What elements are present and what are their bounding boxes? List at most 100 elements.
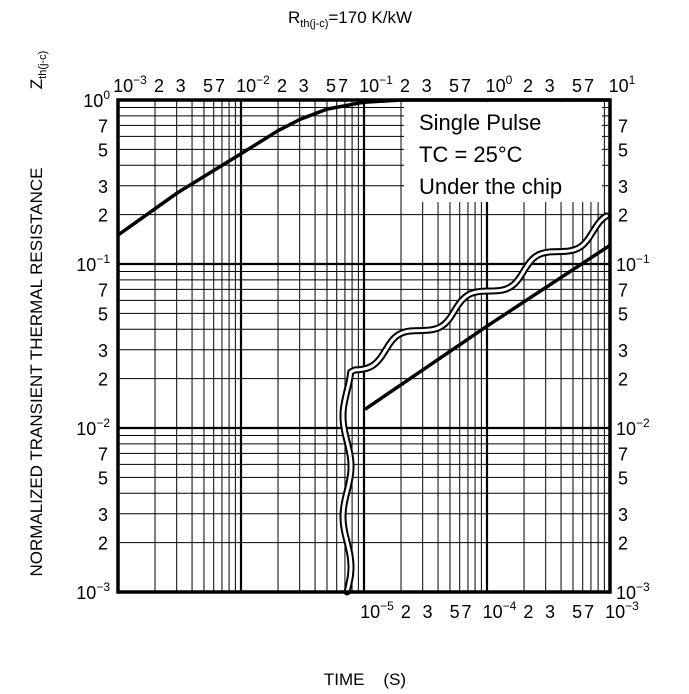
y-tick-decade-left-mantissa: 10 [83,91,103,111]
top-x-tick-minor: 7 [215,76,225,96]
bottom-x-tick-minor: 3 [422,602,432,622]
y-tick-minor-right: 2 [618,534,628,554]
top-x-tick-minor: 7 [461,76,471,96]
top-x-tick-minor: 3 [176,76,186,96]
y-tick-decade-left-mantissa: 10 [76,583,96,603]
chart-title-main: R [288,8,300,27]
y-tick-decade-right-mantissa: 10 [616,583,636,603]
grid [116,100,610,594]
y-tick-decade-right: 10−2 [616,416,650,439]
y-tick-minor-left: 7 [98,116,108,136]
top-x-tick-decade-mantissa: 10 [113,76,133,96]
bottom-x-tick-minor: 3 [545,602,555,622]
y-tick-minor-right: 7 [618,116,628,136]
bottom-x-tick-minor: 5 [450,602,460,622]
bottom-x-tick-decade-exponent: −3 [625,599,639,613]
top-x-tick-decade: 101 [609,73,636,96]
bottom-x-tick-decade-exponent: −4 [503,599,517,613]
top-x-tick-minor: 3 [299,76,309,96]
y-tick-minor-right: 3 [618,177,628,197]
top-x-tick-minor: 5 [326,76,336,96]
y-tick-decade-right-exponent: −2 [636,416,650,430]
y-tick-minor-left: 7 [98,444,108,464]
plot-border [116,98,612,594]
bottom-x-tick-minor: 7 [584,602,594,622]
top-x-tick-minor: 5 [449,76,459,96]
x-axis-label: TIME (S) [324,670,406,689]
y-tick-decade-right: 10−1 [616,252,650,275]
y-tick-decade-left-exponent: −3 [96,580,110,594]
y-tick-decade-left: 10−3 [76,580,110,603]
top-x-tick-decade-mantissa: 10 [236,76,256,96]
chart-title: Rth(j-c)=170 K/kW [288,8,412,30]
bottom-x-tick-decade: 10−3 [605,599,639,622]
y-tick-minor-left: 5 [98,468,108,488]
y-tick-minor-right: 5 [618,304,628,324]
break-line-inner [341,214,608,594]
top-x-tick-minor: 3 [545,76,555,96]
y-tick-decade-left: 100 [83,88,110,111]
y-tick-minor-right: 3 [618,341,628,361]
top-x-tick-decade-mantissa: 10 [359,76,379,96]
y-tick-minor-left: 5 [98,140,108,160]
bottom-x-tick-decade: 10−4 [483,599,517,622]
y-tick-minor-left: 2 [98,206,108,226]
top-x-tick-decade: 100 [486,73,513,96]
y-axis-symbol: Zth(j-c) [27,51,49,90]
top-x-tick-decade-exponent: −2 [256,73,270,87]
y-axis-symbol-main: Z [27,79,46,89]
top-x-tick-minor: 5 [572,76,582,96]
y-tick-decade-left: 10−1 [76,252,110,275]
y-tick-minor-right: 7 [618,444,628,464]
chart-title-sub: th(j-c) [300,18,328,30]
top-x-tick-decade: 10−3 [113,73,147,96]
top-x-tick-decade-exponent: −1 [379,73,393,87]
y-tick-decade-left-exponent: 0 [103,88,110,102]
y-tick-minor-right: 2 [618,206,628,226]
y-axis-symbol-sub: th(j-c) [37,51,49,79]
y-tick-decade-right-mantissa: 10 [616,255,636,275]
bottom-x-tick-minor: 2 [401,602,411,622]
top-x-tick-decade-exponent: −3 [133,73,147,87]
top-x-tick-decade-exponent: 1 [629,73,636,87]
bottom-x-tick-decade-mantissa: 10 [483,602,503,622]
y-tick-minor-left: 2 [98,534,108,554]
y-tick-minor-right: 3 [618,505,628,525]
top-x-tick-minor: 2 [400,76,410,96]
annotation-box: Single Pulse TC = 25°C Under the chip [404,102,602,202]
top-x-tick-minor: 7 [584,76,594,96]
y-tick-minor-left: 3 [98,341,108,361]
y-tick-minor-right: 5 [618,140,628,160]
y-tick-decade-left-mantissa: 10 [76,419,96,439]
y-axis-label: NORMALIZED TRANSIENT THERMAL RESISTANCE [27,167,46,576]
series-line-2 [364,243,611,411]
top-x-tick-minor: 3 [422,76,432,96]
y-tick-minor-left: 5 [98,304,108,324]
top-x-tick-decade: 10−2 [236,73,270,96]
y-tick-decade-right: 10−3 [616,580,650,603]
y-tick-decade-right-mantissa: 10 [616,419,636,439]
y-tick-decade-left: 10−2 [76,416,110,439]
bottom-x-tick-decade: 10−5 [360,599,394,622]
top-x-tick-decade-mantissa: 10 [486,76,506,96]
bottom-x-tick-minor: 7 [462,602,472,622]
y-tick-decade-left-exponent: −1 [96,252,110,266]
top-x-tick-minor: 2 [277,76,287,96]
top-x-tick-decade: 10−1 [359,73,393,96]
y-tick-decade-left-mantissa: 10 [76,255,96,275]
y-tick-minor-right: 7 [618,280,628,300]
y-tick-minor-left: 3 [98,177,108,197]
y-tick-minor-right: 2 [618,370,628,390]
top-x-tick-minor: 2 [154,76,164,96]
top-x-tick-minor: 2 [523,76,533,96]
bottom-x-tick-decade-mantissa: 10 [360,602,380,622]
annotation-under-chip: Under the chip [419,174,562,199]
top-x-tick-minor: 7 [338,76,348,96]
y-tick-minor-left: 3 [98,505,108,525]
y-tick-decade-left-exponent: −2 [96,416,110,430]
top-x-tick-minor: 5 [203,76,213,96]
chart-title-rest: =170 K/kW [328,8,412,27]
annotation-single-pulse: Single Pulse [419,110,541,135]
